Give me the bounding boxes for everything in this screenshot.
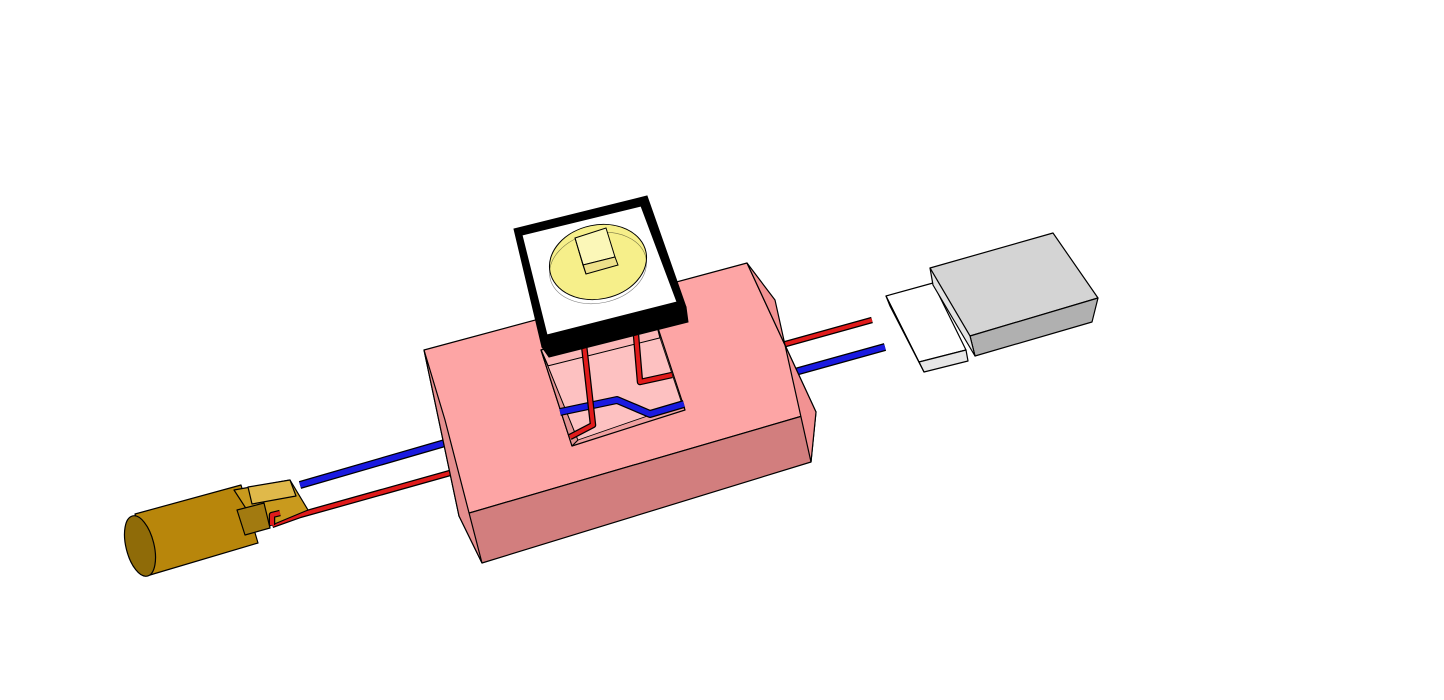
blue-wire-right [794, 344, 886, 375]
red-switch-leg-right-core [634, 334, 673, 384]
red-wire-right-core [781, 318, 873, 347]
barrel-end-cap [123, 515, 157, 577]
usb-plug [885, 232, 1099, 373]
switch-cavity [540, 321, 686, 447]
cavity-wires [559, 334, 686, 440]
red-switch-leg-left-core [569, 344, 595, 439]
blue-wire-left-core [299, 440, 446, 488]
enclosure-side-face [746, 262, 817, 463]
dc-barrel-plug [123, 479, 309, 577]
push-button-switch [513, 195, 689, 358]
right-wires [781, 316, 887, 376]
